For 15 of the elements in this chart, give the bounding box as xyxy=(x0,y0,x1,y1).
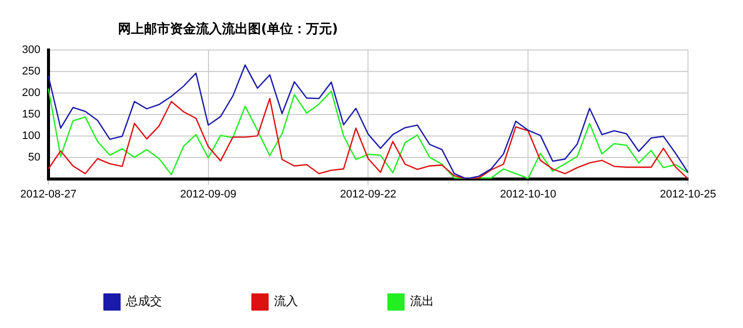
y-tick-label: 150 xyxy=(22,108,40,120)
x-tick-label: 2012-09-22 xyxy=(340,188,396,200)
y-tick-label: 300 xyxy=(22,44,40,56)
x-tick-label: 2012-10-25 xyxy=(660,188,716,200)
legend-label: 总成交 xyxy=(125,294,162,308)
legend-label: 流出 xyxy=(410,294,434,308)
y-tick-label: 100 xyxy=(22,130,40,142)
legend-label: 流入 xyxy=(274,294,298,308)
y-tick-label: 50 xyxy=(28,151,40,164)
x-tick-label: 2012-09-09 xyxy=(180,188,236,200)
y-tick-label: 200 xyxy=(22,86,40,99)
x-tick-label: 2012-08-27 xyxy=(20,188,76,200)
x-tick-label: 2012-10-10 xyxy=(500,188,556,200)
y-tick-label: 250 xyxy=(22,66,40,78)
chart-title: 网上邮市资金流入流出图(单位：万元) xyxy=(118,20,338,38)
